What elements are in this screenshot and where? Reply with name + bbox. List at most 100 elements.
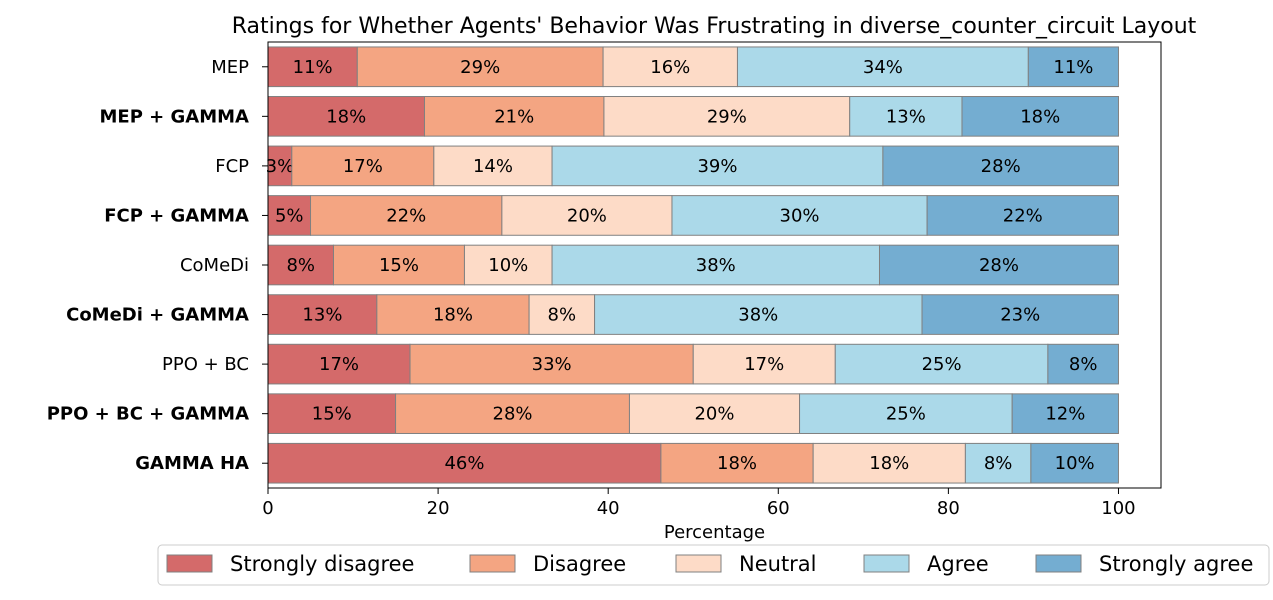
x-axis-ticks: 0 20 40 60 80 100 [262,488,1136,519]
bar-value-label: 10% [488,255,528,276]
x-tick-label: 60 [767,498,790,519]
bar-segment [660,442,814,484]
x-tick-label: 0 [262,498,273,519]
legend-swatch [166,554,213,573]
bar-segment [1030,442,1119,484]
legend-label: Strongly agree [1099,552,1253,576]
y-tick-label: CoMeDi [180,255,249,276]
y-tick-labels: MEP MEP + GAMMA FCP FCP + GAMMA CoMeDi CoMeDi… [47,57,268,474]
bar-value-label: 18% [717,453,757,474]
bar-value-label: 17% [744,354,784,375]
bar-value-label: 22% [386,205,426,226]
bar-segment [433,145,553,187]
bar-value-label: 28% [493,404,533,425]
y-tick-label: PPO + BC [162,354,249,375]
bar-value-label: 20% [567,205,607,226]
bar-segment [409,343,694,385]
bar-segment [356,46,604,88]
bar-segment [395,393,630,434]
bar-value-label: 11% [293,57,333,78]
bar-value-label: 10% [1055,453,1095,474]
bar-segment [332,244,465,286]
bar-value-label: 14% [473,156,513,177]
bar-value-label: 18% [433,305,473,326]
bar-value-label: 18% [869,453,909,474]
y-tick-label: CoMeDi + GAMMA [66,305,249,326]
bar-value-label: 46% [444,453,484,474]
x-tick-label: 80 [937,498,960,519]
y-tick-label: MEP + GAMMA [100,106,250,127]
bar-value-label: 28% [979,255,1019,276]
y-tick-label: PPO + BC + GAMMA [47,404,249,425]
x-tick-label: 20 [427,498,450,519]
bar-value-label: 28% [981,156,1021,177]
bar-segment [376,294,530,335]
bar-value-label: 25% [922,354,962,375]
x-tick-label: 100 [1101,498,1135,519]
bar-segment [463,244,553,286]
legend-label: Disagree [533,552,626,576]
bar-segment [267,46,358,88]
bar-value-label: 29% [707,106,747,127]
bar-segment [921,294,1119,335]
chart-title: Ratings for Whether Agents' Behavior Was… [232,14,1197,39]
legend-swatch [863,554,910,573]
y-tick-label: FCP + GAMMA [104,205,249,226]
bar-segment [267,343,411,385]
bar-value-label: 18% [326,106,366,127]
bar-segment [267,294,378,335]
bar-segment [291,145,435,187]
bar-value-label: 15% [379,255,419,276]
bar-value-label: 8% [984,453,1013,474]
bar-segment [628,393,801,434]
bar-value-label: 18% [1020,106,1060,127]
legend-swatch [1035,554,1082,573]
bar-segment [603,96,851,137]
bar-segment [926,195,1119,236]
bar-value-label: 5% [275,205,304,226]
bar-value-label: 16% [650,57,690,78]
legend-swatch [675,554,722,573]
bar-value-label: 38% [738,305,778,326]
bar-value-label: 23% [1000,305,1040,326]
plot-frame [267,41,1162,489]
bar-value-label: 33% [532,354,572,375]
bar-segment [1011,393,1119,434]
bar-segment [834,343,1049,385]
x-tick-label: 40 [597,498,620,519]
bars-group: 11% 29% 16% 34% 11% 18% 21% 29% 13% 18% 3% 17% 14% 39… [266,46,1119,484]
bar-value-label: 22% [1003,205,1043,226]
bar-segment [267,393,397,434]
bar-segment [551,244,880,286]
bar-segment [602,46,738,88]
legend-label: Neutral [739,552,817,576]
bar-value-label: 15% [312,404,352,425]
bar-value-label: 25% [886,404,926,425]
bar-segment [961,96,1119,137]
bar-segment [964,442,1032,484]
bar-value-label: 11% [1053,57,1093,78]
bar-segment [849,96,963,137]
legend-swatch [469,554,516,573]
bar-value-label: 13% [302,305,342,326]
bar-segment [310,195,503,236]
bar-value-label: 39% [697,156,737,177]
bar-segment [1027,46,1119,88]
bar-value-label: 8% [286,255,315,276]
x-axis-label: Percentage [664,522,765,543]
bar-value-label: 38% [696,255,736,276]
bar-segment [878,244,1119,286]
bar-segment [551,145,884,187]
bar-value-label: 3% [266,156,295,177]
bar-value-label: 20% [694,404,734,425]
bar-segment [1047,343,1119,385]
y-tick-label: FCP [215,156,249,177]
bar-segment [799,393,1013,434]
bar-value-label: 21% [494,106,534,127]
bar-value-label: 29% [460,57,500,78]
bar-value-label: 8% [548,305,577,326]
bar-value-label: 13% [886,106,926,127]
legend: Strongly disagree Disagree Neutral Agree Str… [157,544,1270,586]
legend-label: Agree [927,552,989,576]
bar-segment [736,46,1029,88]
